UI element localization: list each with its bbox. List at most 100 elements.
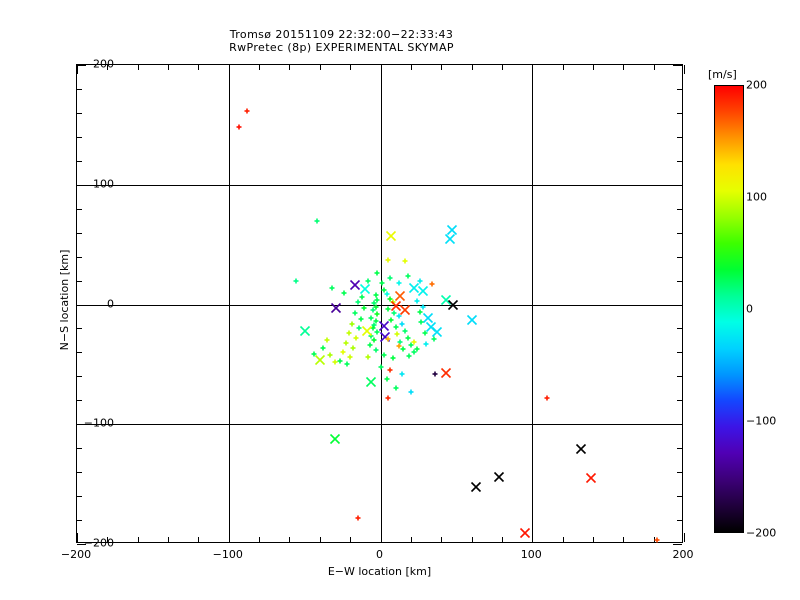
x-axis-tick xyxy=(684,65,685,74)
data-point-plus xyxy=(370,325,376,331)
data-point-plus xyxy=(344,361,350,367)
data-point-plus xyxy=(429,281,435,287)
data-point-plus xyxy=(353,335,359,341)
x-tick-label: 200 xyxy=(672,548,694,561)
data-point-plus xyxy=(349,321,355,327)
data-point-plus xyxy=(544,395,550,401)
x-axis-tick xyxy=(471,65,473,70)
data-point-plus xyxy=(431,336,437,342)
data-point-plus xyxy=(361,305,367,311)
y-axis-tick xyxy=(77,232,82,234)
data-point-cross xyxy=(519,528,530,539)
y-tick-label: −100 xyxy=(83,416,114,430)
x-axis-tick xyxy=(592,537,594,542)
x-axis-tick xyxy=(168,537,170,542)
data-point-cross xyxy=(361,325,372,336)
data-point-plus xyxy=(350,345,356,351)
plot-title-line1: Tromsø 20151109 22:32:00−22:33:43 xyxy=(229,28,454,41)
x-axis-tick xyxy=(501,537,503,542)
data-point-plus xyxy=(374,329,380,335)
x-axis-tick xyxy=(380,533,382,542)
y-axis-tick xyxy=(677,448,682,450)
y-axis-tick xyxy=(677,352,682,354)
x-axis-tick xyxy=(623,65,625,70)
y-tick-label: −200 xyxy=(83,536,114,550)
data-point-plus xyxy=(320,345,326,351)
y-axis-tick xyxy=(677,88,682,90)
colorbar-unit-label: [m/s] xyxy=(708,68,737,81)
y-axis-tick xyxy=(77,88,82,90)
data-point-plus xyxy=(341,290,347,296)
data-point-plus xyxy=(417,278,423,284)
data-point-plus xyxy=(423,341,429,347)
data-point-plus xyxy=(374,297,380,303)
data-point-plus xyxy=(311,351,317,357)
data-point-cross xyxy=(445,233,456,244)
x-axis-tick xyxy=(259,537,261,542)
x-axis-tick xyxy=(592,65,594,70)
y-axis-tick xyxy=(673,184,682,186)
y-axis-tick xyxy=(677,136,682,138)
data-point-plus xyxy=(236,124,242,130)
data-point-cross xyxy=(431,326,442,338)
data-point-cross xyxy=(425,322,436,333)
y-axis-tick xyxy=(77,304,86,306)
colorbar-tick-label: 200 xyxy=(746,78,767,92)
data-point-plus xyxy=(391,310,397,316)
y-axis-tick xyxy=(673,304,682,306)
data-point-plus xyxy=(399,321,405,327)
x-tick-label: 100 xyxy=(520,548,542,561)
data-point-plus xyxy=(365,354,371,360)
x-axis-tick xyxy=(137,537,139,542)
y-axis-tick xyxy=(77,65,86,66)
y-axis-tick xyxy=(673,544,682,545)
plot-area xyxy=(76,64,685,545)
y-axis-tick xyxy=(77,424,86,426)
data-point-cross xyxy=(390,300,401,311)
data-point-cross xyxy=(349,280,360,291)
data-point-cross xyxy=(417,286,429,297)
data-point-plus xyxy=(359,294,365,300)
colorbar-tick-label: 100 xyxy=(746,190,767,204)
x-axis-tick xyxy=(410,537,412,542)
y-axis-tick xyxy=(677,496,682,498)
x-axis-tick xyxy=(319,537,321,542)
data-point-plus xyxy=(408,389,414,395)
data-point-plus xyxy=(654,537,660,543)
x-tick-label: 0 xyxy=(376,548,383,561)
data-point-plus xyxy=(381,287,387,293)
data-point-cross xyxy=(379,331,391,342)
colorbar-gradient xyxy=(714,85,744,533)
data-point-plus xyxy=(406,353,412,359)
data-point-plus xyxy=(408,342,414,348)
y-axis-tick xyxy=(677,280,682,282)
y-axis-tick xyxy=(677,328,682,330)
data-point-plus xyxy=(381,352,387,358)
data-point-plus xyxy=(244,108,250,113)
data-point-cross xyxy=(446,225,457,236)
data-point-plus xyxy=(293,278,299,284)
y-axis-tick xyxy=(677,160,682,162)
data-point-plus xyxy=(356,325,362,331)
x-axis-tick xyxy=(380,65,382,74)
y-axis-tick xyxy=(677,232,682,234)
y-axis-tick xyxy=(77,520,82,522)
y-axis-tick xyxy=(77,112,82,114)
x-axis-tick xyxy=(562,537,564,542)
y-axis-tick xyxy=(77,400,82,402)
data-point-plus xyxy=(373,292,379,298)
data-point-plus xyxy=(370,307,376,313)
data-point-cross xyxy=(575,444,586,455)
gridline-vertical xyxy=(532,65,534,542)
data-point-plus xyxy=(418,319,424,325)
y-axis-tick xyxy=(77,136,82,138)
data-point-plus xyxy=(385,306,391,312)
x-axis-tick xyxy=(137,65,139,70)
x-axis-tick xyxy=(77,65,78,74)
data-point-plus xyxy=(337,358,343,364)
data-point-plus xyxy=(405,335,411,341)
data-point-plus xyxy=(396,343,402,349)
data-point-cross xyxy=(440,367,451,378)
y-axis-tick xyxy=(77,256,82,258)
